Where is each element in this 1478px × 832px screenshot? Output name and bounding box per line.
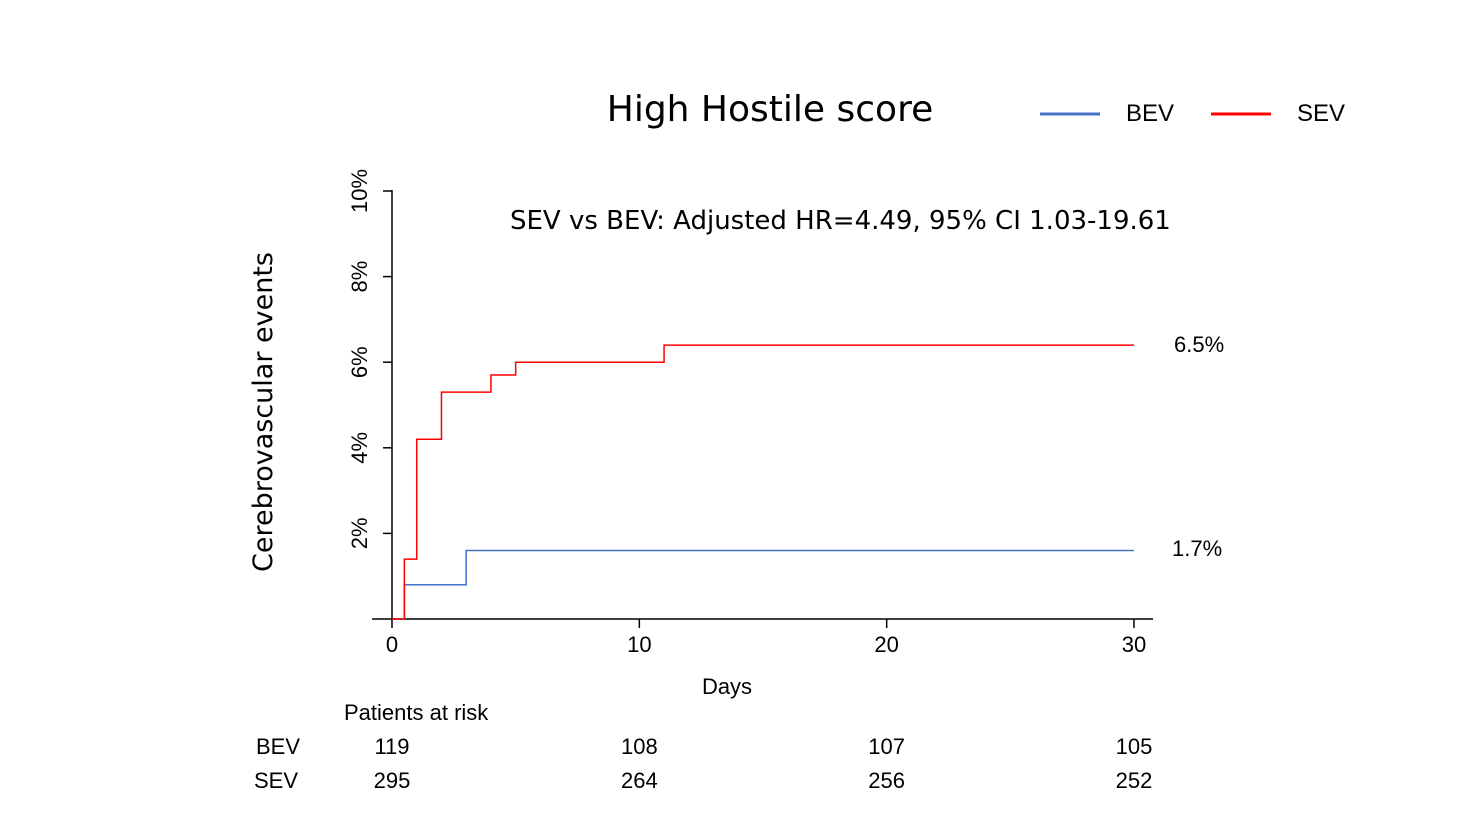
y-axis-label: Cerebrovascular events bbox=[248, 252, 279, 572]
risk-value-sev: 252 bbox=[1116, 768, 1153, 793]
series-line-bev bbox=[392, 549, 1134, 620]
y-tick-label: 4% bbox=[347, 432, 372, 464]
y-tick-label: 2% bbox=[347, 518, 372, 550]
risk-value-sev: 264 bbox=[621, 768, 658, 793]
y-tick-label: 8% bbox=[347, 261, 372, 293]
x-axis-label: Days bbox=[702, 674, 752, 699]
risk-value-bev: 107 bbox=[868, 734, 905, 759]
risk-row-label-bev: BEV bbox=[256, 734, 300, 759]
risk-value-sev: 256 bbox=[868, 768, 905, 793]
legend-label-sev: SEV bbox=[1297, 100, 1345, 127]
x-tick-label: 20 bbox=[874, 632, 898, 657]
legend: BEV SEV bbox=[1040, 100, 1345, 127]
risk-value-sev: 295 bbox=[374, 768, 411, 793]
risk-table: Patients at risk BEV SEV 119 108 107 105 295… bbox=[254, 700, 1152, 793]
x-tick-label: 0 bbox=[386, 632, 398, 657]
risk-values: 119 108 107 105 295 264 256 252 bbox=[374, 734, 1153, 793]
x-ticks: 0 10 20 30 bbox=[386, 619, 1146, 657]
end-label-sev: 6.5% bbox=[1174, 332, 1224, 357]
chart-title: High Hostile score bbox=[607, 89, 933, 130]
risk-value-bev: 105 bbox=[1116, 734, 1153, 759]
hazard-ratio-annotation: SEV vs BEV: Adjusted HR=4.49, 95% CI 1.0… bbox=[510, 206, 1171, 236]
risk-value-bev: 108 bbox=[621, 734, 658, 759]
risk-value-bev: 119 bbox=[374, 734, 409, 759]
y-tick-label: 6% bbox=[347, 346, 372, 378]
risk-row-label-sev: SEV bbox=[254, 768, 298, 793]
y-ticks: 2% 4% 6% 8% 10% bbox=[347, 169, 392, 549]
x-tick-label: 10 bbox=[627, 632, 651, 657]
risk-table-title: Patients at risk bbox=[344, 700, 489, 725]
series-layer bbox=[392, 344, 1134, 620]
end-label-bev: 1.7% bbox=[1172, 536, 1222, 561]
y-tick-label: 10% bbox=[347, 169, 372, 213]
x-tick-label: 30 bbox=[1122, 632, 1146, 657]
legend-label-bev: BEV bbox=[1126, 100, 1174, 127]
series-line-sev bbox=[392, 344, 1134, 620]
